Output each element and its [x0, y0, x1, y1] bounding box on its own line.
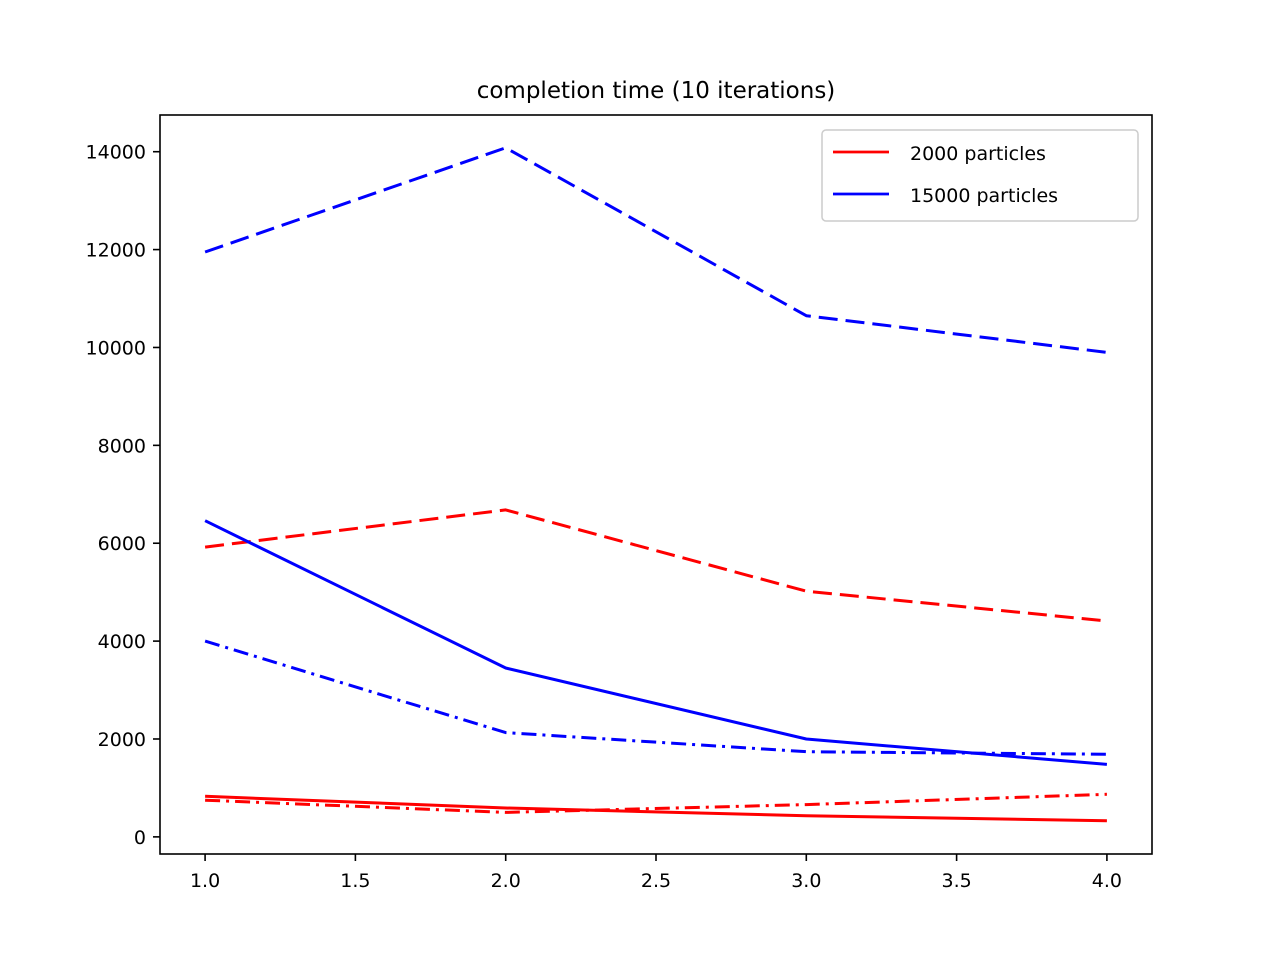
series-line-5 — [204, 519, 1108, 766]
series-line-4 — [204, 146, 1108, 354]
y-tick-label: 2000 — [98, 729, 146, 751]
legend-label-2000-particles: 2000 particles — [910, 143, 1046, 165]
series-line-3 — [205, 792, 1107, 814]
y-tick-label: 4000 — [98, 631, 146, 653]
y-tick-label: 8000 — [98, 435, 146, 457]
axes-layer: 1.0 1.5 2.0 2.5 3.0 3.5 4.0 0 2000 4000 6000 8000 10… — [86, 114, 1153, 892]
legend: 2000 particles 15000 particles — [821, 129, 1139, 222]
y-tick-label: 14000 — [86, 142, 146, 164]
series-line-6 — [204, 639, 1107, 756]
x-tick-label: 3.0 — [791, 870, 821, 892]
x-tick-label: 2.0 — [491, 870, 521, 892]
x-tick-label: 1.0 — [190, 870, 220, 892]
y-tick-label: 10000 — [86, 337, 146, 359]
chart-title: completion time (10 iterations) — [477, 78, 836, 104]
y-tick-label: 12000 — [86, 240, 146, 262]
series-line-1 — [204, 508, 1108, 623]
y-tick-label: 0 — [134, 827, 146, 849]
legend-label-15000-particles: 15000 particles — [910, 185, 1058, 207]
series-line-2 — [205, 794, 1107, 823]
series-layer — [204, 146, 1108, 823]
x-tick-label: 3.5 — [941, 870, 971, 892]
x-tick-label: 1.5 — [340, 870, 370, 892]
x-tick-label: 2.5 — [641, 870, 671, 892]
y-tick-label: 6000 — [98, 533, 146, 555]
x-tick-label: 4.0 — [1092, 870, 1122, 892]
legend-frame — [821, 129, 1139, 222]
